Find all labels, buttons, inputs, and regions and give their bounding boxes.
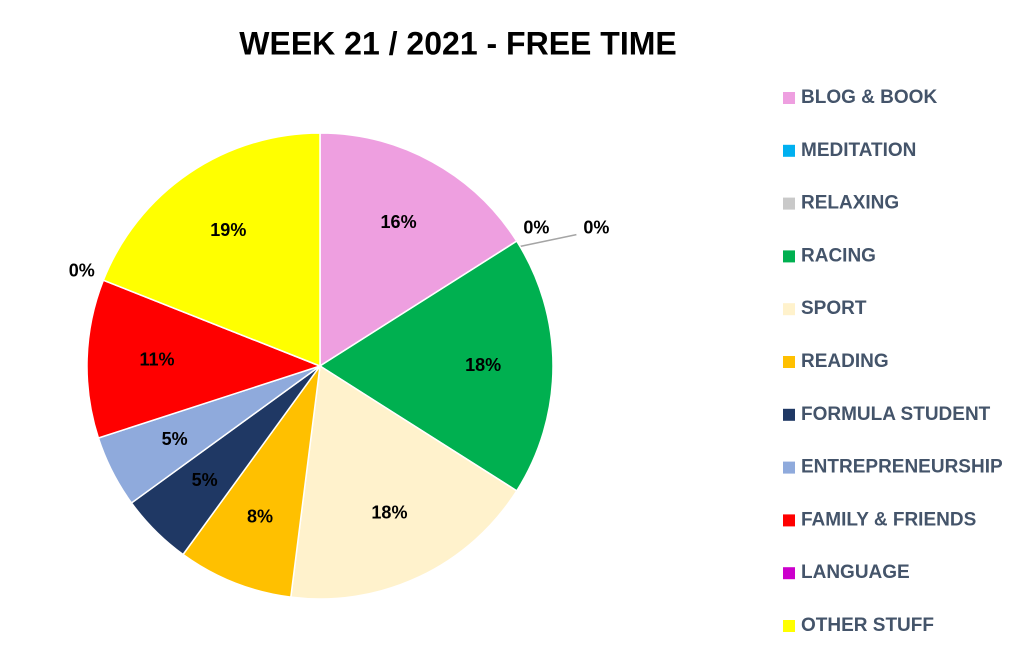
chart-title: WEEK 21 / 2021 - FREE TIME	[239, 25, 676, 61]
legend-label: LANGUAGE	[801, 562, 910, 583]
legend-label: RACING	[801, 245, 876, 266]
pie-slice	[86, 279, 323, 439]
pie-slice	[318, 240, 554, 492]
data-label: 0%	[523, 217, 549, 237]
legend-swatch	[783, 250, 795, 263]
data-label: 5%	[192, 470, 218, 490]
data-label: 0%	[583, 217, 609, 237]
legend-swatch	[783, 408, 795, 421]
legend-swatch	[783, 303, 795, 316]
legend-label: READING	[801, 351, 889, 372]
legend-label: SPORT	[801, 298, 867, 319]
legend-swatch	[783, 356, 795, 368]
data-label: 0%	[69, 260, 95, 280]
data-label: 11%	[139, 350, 174, 370]
legend-swatch	[783, 92, 795, 104]
data-label: 16%	[381, 212, 417, 232]
pie-slice	[319, 132, 518, 368]
legend-label: MEDITATION	[801, 140, 916, 161]
legend-label: FAMILY & FRIENDS	[801, 509, 976, 530]
pie-slice	[181, 365, 321, 599]
data-label: 19%	[210, 220, 246, 240]
legend-swatch	[783, 567, 795, 580]
data-label: 18%	[465, 355, 501, 375]
legend-swatch	[783, 514, 795, 527]
pie-slice	[289, 364, 518, 600]
legend-label: OTHER STUFF	[801, 615, 934, 636]
data-label: 18%	[371, 502, 407, 522]
leader-line	[516, 233, 577, 248]
legend-swatch	[783, 144, 795, 157]
legend-swatch	[783, 620, 795, 632]
data-label: 8%	[247, 506, 273, 526]
legend-swatch	[783, 197, 795, 210]
legend-swatch	[783, 461, 795, 474]
pie-slice	[102, 132, 321, 368]
legend-label: FORMULA STUDENT	[801, 404, 991, 425]
legend-label: BLOG & BOOK	[801, 87, 937, 108]
data-label: 5%	[162, 429, 188, 449]
legend-label: ENTREPRENEURSHIP	[801, 457, 1003, 478]
legend-label: RELAXING	[801, 193, 899, 214]
